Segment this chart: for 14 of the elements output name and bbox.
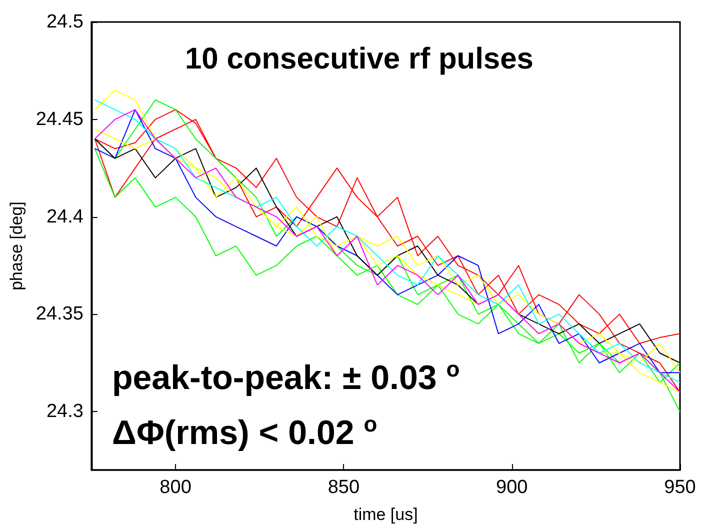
x-tick-label: 900 — [496, 477, 528, 498]
x-tick-label: 950 — [664, 477, 696, 498]
y-axis-title: phase [deg] — [7, 202, 26, 290]
y-tick-label: 24.35 — [36, 304, 84, 325]
x-tick-label: 850 — [328, 477, 360, 498]
annotation: peak-to-peak: ± 0.03 o — [112, 356, 460, 397]
y-tick-label: 24.5 — [46, 12, 84, 32]
annotation: ΔΦ(rms) < 0.02 o — [112, 412, 378, 452]
x-tick-label: 800 — [160, 477, 192, 498]
x-axis-title: time [us] — [354, 505, 418, 524]
text: 10 consecutive rf pulses — [185, 42, 534, 76]
y-tick-label: 24.3 — [46, 401, 84, 422]
y-tick-label: 24.45 — [36, 108, 84, 130]
y-tick-label: 24.4 — [46, 206, 84, 228]
